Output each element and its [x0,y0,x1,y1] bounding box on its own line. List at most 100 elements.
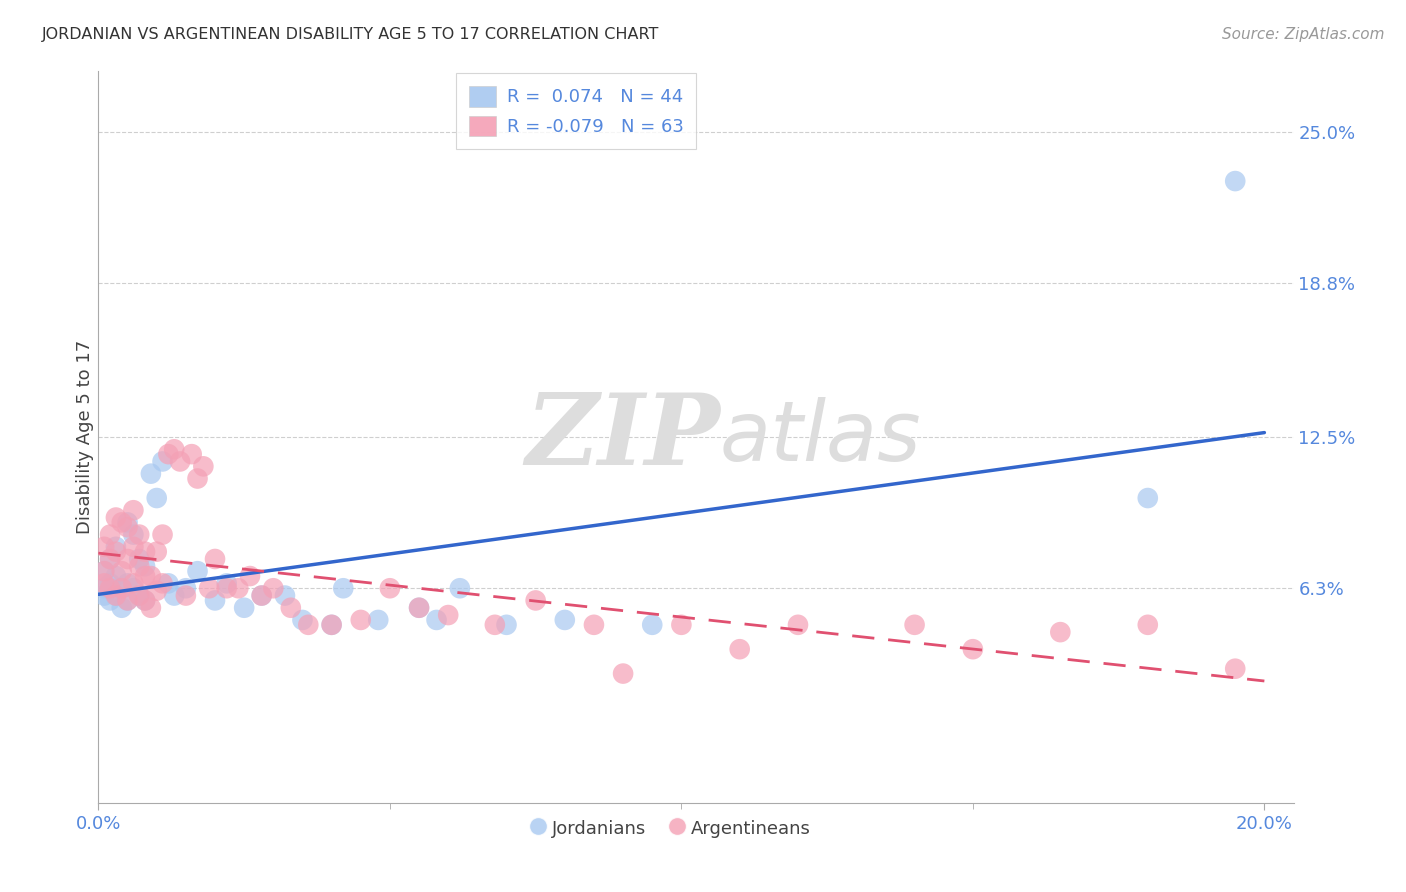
Point [250,589,273,603]
Text: atlas: atlas [720,397,921,477]
Point [367,613,389,627]
Point [612,666,634,681]
Point [1225,662,1247,676]
Point [332,581,354,595]
Point [152,527,174,541]
Point [134,569,156,583]
Point [104,569,127,583]
Point [157,576,180,591]
Point [139,569,162,583]
Point [98,527,121,541]
Point [128,589,150,603]
Text: JORDANIAN VS ARGENTINEAN DISABILITY AGE 5 TO 17 CORRELATION CHART: JORDANIAN VS ARGENTINEAN DISABILITY AGE … [42,27,659,42]
Point [111,581,134,595]
Point [228,581,250,595]
Point [98,552,121,566]
Point [215,581,238,595]
Point [128,527,150,541]
Point [117,516,139,530]
Point [111,516,134,530]
Point [104,589,127,603]
Point [787,617,810,632]
Point [157,447,180,461]
Point [122,540,145,554]
Point [641,617,664,632]
Point [93,576,115,591]
Point [291,613,314,627]
Point [321,617,343,632]
Point [117,576,139,591]
Point [93,540,115,554]
Point [297,617,319,632]
Point [104,544,127,558]
Point [122,576,145,591]
Y-axis label: Disability Age 5 to 17: Disability Age 5 to 17 [76,340,94,534]
Point [134,593,156,607]
Point [262,581,284,595]
Point [378,581,401,595]
Point [117,593,139,607]
Point [1136,491,1159,505]
Point [174,589,197,603]
Point [425,613,447,627]
Point [193,459,215,474]
Point [98,552,121,566]
Point [174,581,197,595]
Point [134,593,156,607]
Point [408,600,430,615]
Point [98,581,121,595]
Point [554,613,576,627]
Point [524,593,547,607]
Point [104,589,127,603]
Point [204,552,226,566]
Point [198,581,221,595]
Point [728,642,751,657]
Point [128,552,150,566]
Point [1136,617,1159,632]
Point [250,589,273,603]
Point [93,564,115,578]
Point [122,581,145,595]
Point [274,589,297,603]
Point [1225,174,1247,188]
Point [111,564,134,578]
Text: Source: ZipAtlas.com: Source: ZipAtlas.com [1222,27,1385,42]
Point [169,454,191,468]
Point [163,442,186,457]
Point [93,564,115,578]
Point [962,642,984,657]
Point [139,600,162,615]
Point [117,593,139,607]
Point [280,600,302,615]
Point [215,576,238,591]
Point [117,520,139,534]
Point [180,447,202,461]
Point [145,544,167,558]
Point [449,581,471,595]
Point [122,527,145,541]
Point [204,593,226,607]
Text: ZIP: ZIP [524,389,720,485]
Point [163,589,186,603]
Point [152,454,174,468]
Point [139,467,162,481]
Point [117,552,139,566]
Point [484,617,506,632]
Point [134,544,156,558]
Point [1049,625,1071,640]
Point [186,564,208,578]
Point [152,576,174,591]
Point [98,576,121,591]
Point [145,491,167,505]
Point [104,540,127,554]
Point [321,617,343,632]
Point [128,589,150,603]
Point [408,600,430,615]
Point [128,559,150,574]
Legend: Jordanians, Argentineans: Jordanians, Argentineans [526,811,818,845]
Point [145,583,167,598]
Point [93,589,115,603]
Point [104,510,127,524]
Point [582,617,605,632]
Point [111,600,134,615]
